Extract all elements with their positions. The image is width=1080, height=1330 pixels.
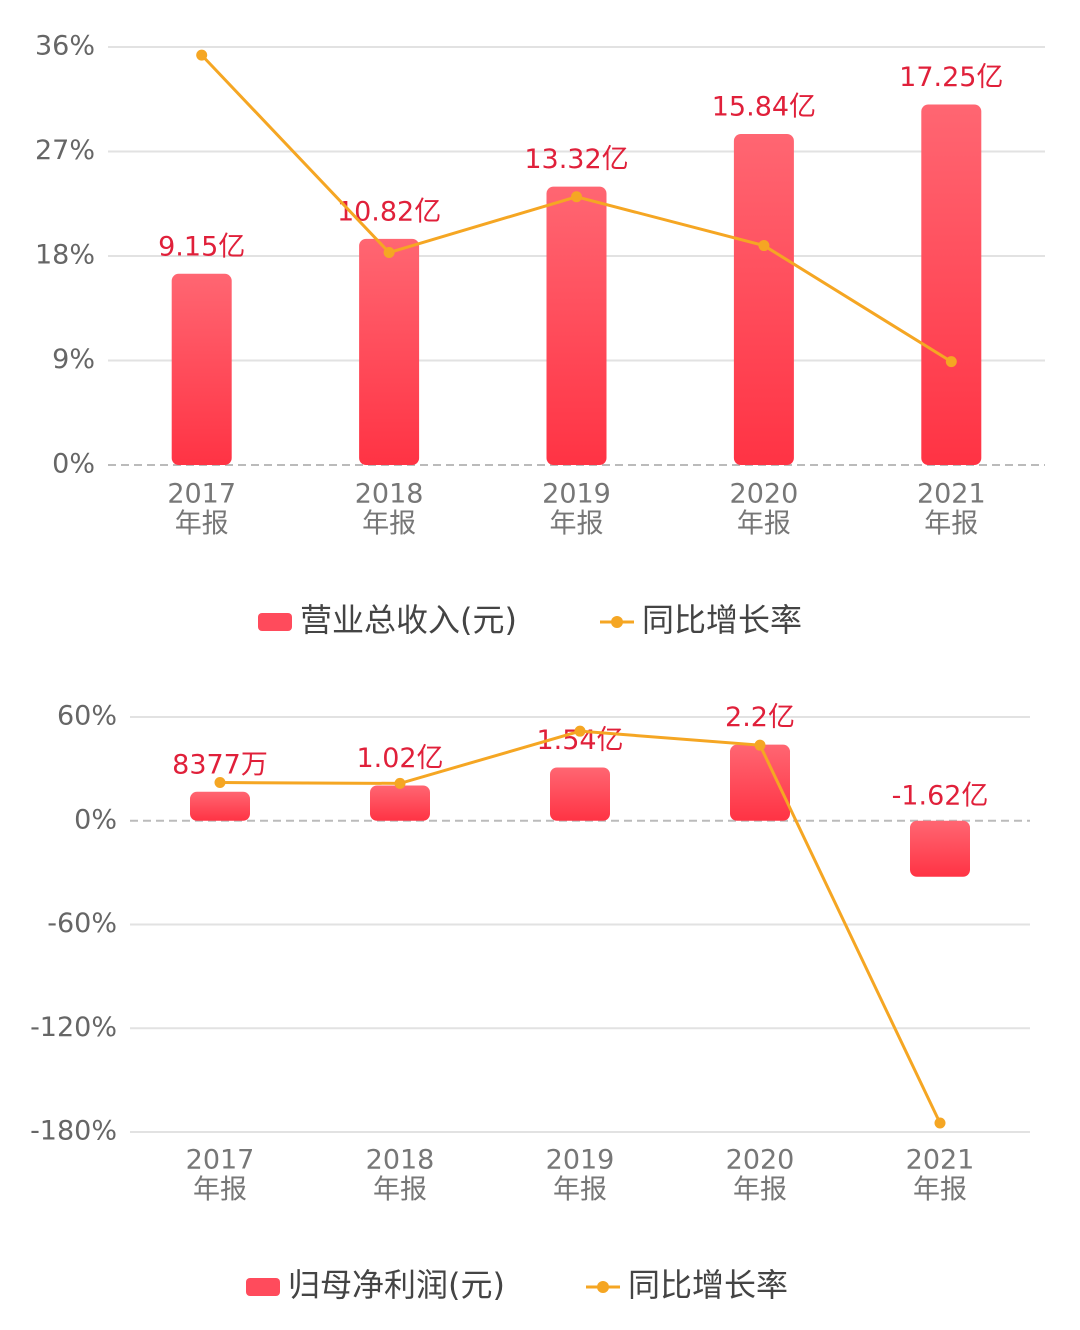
line-point xyxy=(945,356,957,368)
y-tick-label: 9% xyxy=(52,344,95,375)
line-point xyxy=(214,777,226,789)
legend-swatch xyxy=(258,613,292,631)
legend-dot xyxy=(597,1281,609,1293)
data-label: 15.84亿 xyxy=(712,91,816,122)
x-tick-label: 2018 xyxy=(366,1145,435,1176)
y-tick-label: 18% xyxy=(35,240,95,271)
y-tick-label: -120% xyxy=(30,1012,117,1043)
legend-label: 归母净利润(元) xyxy=(288,1266,505,1304)
legend-label: 同比增长率 xyxy=(642,601,802,639)
legend-dot xyxy=(611,616,623,628)
line-point xyxy=(754,739,766,751)
data-label: 17.25亿 xyxy=(899,62,1003,93)
bar xyxy=(733,133,794,465)
data-label: 8377万 xyxy=(172,749,268,780)
bar xyxy=(190,791,250,821)
bar xyxy=(359,238,420,465)
x-tick-label: 2020 xyxy=(726,1145,795,1176)
data-label: 10.82亿 xyxy=(337,196,441,227)
x-tick-label: 年报 xyxy=(362,509,416,540)
bar xyxy=(921,104,982,465)
y-tick-label: 27% xyxy=(35,135,95,166)
x-tick-label: 2021 xyxy=(917,479,986,510)
x-tick-label: 2020 xyxy=(730,479,799,510)
data-label: 2.2亿 xyxy=(725,702,795,733)
bar xyxy=(546,186,607,465)
y-tick-label: 0% xyxy=(52,449,95,480)
data-label: 13.32亿 xyxy=(524,144,628,175)
legend-label: 同比增长率 xyxy=(628,1266,788,1304)
legend-label: 营业总收入(元) xyxy=(300,601,517,639)
x-tick-label: 2017 xyxy=(167,479,236,510)
x-tick-label: 2019 xyxy=(546,1145,615,1176)
x-tick-label: 年报 xyxy=(373,1175,427,1206)
y-tick-label: 36% xyxy=(35,31,95,62)
x-tick-label: 年报 xyxy=(733,1175,787,1206)
y-tick-label: -180% xyxy=(30,1116,117,1147)
bar xyxy=(550,767,610,821)
x-tick-label: 年报 xyxy=(175,509,229,540)
x-tick-label: 年报 xyxy=(553,1175,607,1206)
x-tick-label: 2019 xyxy=(542,479,611,510)
x-tick-label: 2021 xyxy=(906,1145,975,1176)
y-tick-label: -60% xyxy=(47,908,117,939)
x-tick-label: 2017 xyxy=(186,1145,255,1176)
bar xyxy=(171,273,232,465)
data-label: 9.15亿 xyxy=(158,231,245,262)
x-tick-label: 年报 xyxy=(737,509,791,540)
x-tick-label: 年报 xyxy=(913,1175,967,1206)
bar xyxy=(730,744,790,821)
x-tick-label: 2018 xyxy=(355,479,424,510)
x-tick-label: 年报 xyxy=(924,509,978,540)
legend-swatch xyxy=(246,1278,280,1296)
line-point xyxy=(394,777,406,789)
bar xyxy=(370,785,430,821)
line-point xyxy=(934,1117,946,1129)
line-point xyxy=(383,247,395,259)
line-point xyxy=(571,191,582,203)
x-tick-label: 年报 xyxy=(193,1175,247,1206)
line-point xyxy=(758,240,770,252)
line-point xyxy=(196,49,208,61)
y-tick-label: 0% xyxy=(74,804,117,835)
data-label: -1.62亿 xyxy=(892,780,989,811)
x-tick-label: 年报 xyxy=(550,509,604,540)
line-point xyxy=(574,725,586,737)
y-tick-label: 60% xyxy=(57,701,117,732)
bar xyxy=(910,820,970,877)
data-label: 1.02亿 xyxy=(356,743,443,774)
